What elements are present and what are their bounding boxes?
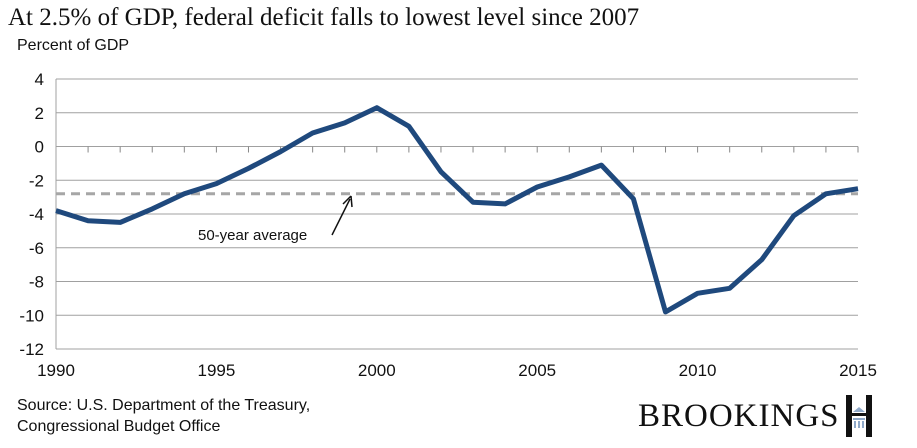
logo-text: BROOKINGS (638, 397, 840, 434)
chart-title: At 2.5% of GDP, federal deficit falls to… (8, 4, 640, 31)
y-tick-label: -8 (29, 273, 44, 292)
source-line-2: Congressional Budget Office (17, 418, 221, 435)
y-tick-label: -2 (29, 171, 44, 190)
reference-line-label: 50-year average (198, 227, 307, 244)
x-tick-label: 1990 (37, 361, 75, 380)
x-tick-label: 2000 (358, 361, 396, 380)
y-tick-label: 0 (35, 138, 44, 157)
y-tick-label: -12 (19, 340, 44, 359)
source-note: Source: U.S. Department of the Treasury,… (17, 395, 310, 437)
source-line-1: Source: U.S. Department of the Treasury, (17, 397, 311, 414)
x-tick-label: 1995 (197, 361, 235, 380)
x-tick-label: 2010 (679, 361, 717, 380)
y-tick-label: 2 (35, 104, 44, 123)
x-tick-label: 2015 (839, 361, 877, 380)
y-tick-label: -10 (19, 306, 44, 325)
x-tick-label: 2005 (518, 361, 556, 380)
y-tick-label: -4 (29, 205, 44, 224)
deficit-series-line (55, 105, 859, 315)
brookings-logo: BROOKINGS (638, 395, 872, 437)
y-tick-label: -6 (29, 239, 44, 258)
arrow-head-icon (342, 195, 353, 208)
y-tick-label: 4 (35, 70, 44, 89)
brookings-h-icon (845, 395, 872, 437)
y-axis-label: Percent of GDP (17, 37, 130, 54)
annotation-arrow (331, 198, 351, 236)
